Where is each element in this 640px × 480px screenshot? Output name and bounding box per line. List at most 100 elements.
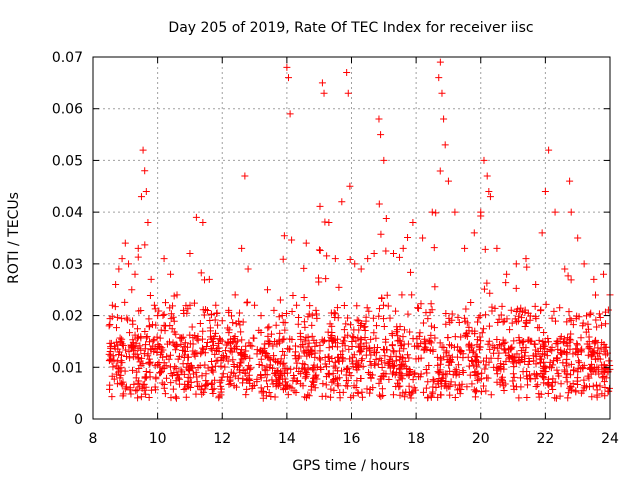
- data-point: [375, 379, 383, 387]
- data-point: [396, 382, 404, 390]
- data-point: [108, 393, 116, 401]
- data-point: [498, 376, 506, 384]
- data-point: [288, 336, 296, 344]
- data-point: [563, 350, 571, 358]
- data-point: [422, 309, 430, 317]
- data-point: [405, 354, 413, 362]
- data-point: [575, 359, 583, 367]
- data-point: [296, 329, 304, 337]
- data-point: [523, 375, 531, 383]
- data-point: [563, 318, 571, 326]
- data-point: [344, 89, 352, 97]
- data-point: [270, 306, 278, 314]
- data-point: [409, 335, 417, 343]
- data-point: [407, 394, 415, 402]
- data-point: [328, 355, 336, 363]
- data-point: [523, 263, 531, 271]
- data-point: [549, 385, 557, 393]
- data-point: [520, 337, 528, 345]
- data-point: [237, 328, 245, 336]
- data-point: [502, 279, 510, 287]
- data-point: [335, 283, 343, 291]
- data-point: [300, 364, 308, 372]
- data-point: [357, 336, 365, 344]
- data-point: [370, 329, 378, 337]
- data-point: [156, 334, 164, 342]
- data-point: [586, 310, 594, 318]
- data-point: [513, 350, 521, 358]
- data-point: [437, 377, 445, 385]
- data-point: [482, 311, 490, 319]
- data-point: [152, 321, 160, 329]
- data-point: [358, 355, 366, 363]
- data-point: [441, 370, 449, 378]
- data-point: [448, 310, 456, 318]
- data-point: [413, 342, 421, 350]
- data-point: [334, 382, 342, 390]
- x-axis-label: GPS time / hours: [292, 458, 409, 474]
- data-point: [350, 382, 358, 390]
- data-point: [329, 377, 337, 385]
- data-point: [213, 345, 221, 353]
- data-point: [531, 340, 539, 348]
- data-point: [342, 382, 350, 390]
- data-point: [229, 319, 237, 327]
- data-point: [457, 333, 465, 341]
- data-point: [359, 362, 367, 370]
- data-point: [117, 379, 125, 387]
- data-point: [239, 379, 247, 387]
- data-point: [322, 392, 330, 400]
- data-point: [497, 360, 505, 368]
- data-point: [328, 337, 336, 345]
- data-point: [580, 260, 588, 268]
- data-point: [330, 309, 338, 317]
- data-point: [602, 364, 610, 372]
- data-point: [128, 286, 136, 294]
- data-point: [601, 383, 609, 391]
- data-point: [515, 394, 523, 402]
- data-point: [315, 354, 323, 362]
- data-point: [539, 373, 547, 381]
- data-point: [444, 334, 452, 342]
- data-point: [597, 321, 605, 329]
- data-point: [353, 377, 361, 385]
- data-point: [389, 391, 397, 399]
- data-point: [135, 354, 143, 362]
- data-point: [237, 348, 245, 356]
- data-point: [436, 167, 444, 175]
- data-point: [562, 373, 570, 381]
- data-point: [480, 382, 488, 390]
- data-point: [579, 319, 587, 327]
- data-point: [221, 363, 229, 371]
- data-point: [566, 315, 574, 323]
- x-tick-label: 12: [213, 431, 231, 447]
- data-point: [259, 387, 267, 395]
- data-point: [288, 308, 296, 316]
- data-point: [350, 326, 358, 334]
- data-point: [127, 390, 135, 398]
- grid-lines: [93, 57, 610, 419]
- data-point: [331, 255, 339, 263]
- data-point: [301, 337, 309, 345]
- data-point: [515, 334, 523, 342]
- data-point: [522, 344, 530, 352]
- data-point: [590, 275, 598, 283]
- data-point: [169, 385, 177, 393]
- data-point: [553, 366, 561, 374]
- data-point: [225, 329, 233, 337]
- data-point: [565, 308, 573, 316]
- data-point: [583, 312, 591, 320]
- data-point: [384, 359, 392, 367]
- data-point: [353, 302, 361, 310]
- data-point: [400, 345, 408, 353]
- data-point: [605, 384, 613, 392]
- data-point: [390, 348, 398, 356]
- data-point: [347, 321, 355, 329]
- data-point: [366, 358, 374, 366]
- data-point: [134, 355, 142, 363]
- data-point: [301, 368, 309, 376]
- data-point: [105, 357, 113, 365]
- data-point: [567, 336, 575, 344]
- data-point: [392, 357, 400, 365]
- data-point: [294, 320, 302, 328]
